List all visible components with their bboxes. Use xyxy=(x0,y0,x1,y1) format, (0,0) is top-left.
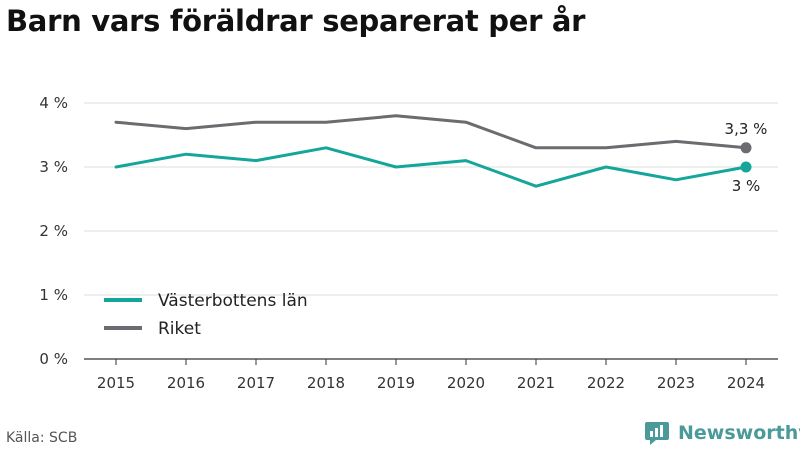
legend-label: Västerbottens län xyxy=(158,291,308,311)
series-line-riket xyxy=(114,114,748,150)
source-label: Källa: SCB xyxy=(6,430,78,446)
end-point-riket xyxy=(740,142,752,154)
y-tick-label: 2 % xyxy=(39,222,68,240)
series-lines: 3,3 % 3 % xyxy=(114,114,768,195)
x-axis-ticks: 2015 2016 2017 2018 2019 2020 2021 2022 2023 2024 xyxy=(97,359,765,392)
y-axis-ticks: 0 % 1 % 2 % 3 % 4 % xyxy=(39,94,68,368)
x-tick-label: 2020 xyxy=(447,374,485,392)
y-tick-label: 4 % xyxy=(39,94,68,112)
y-tick-label: 1 % xyxy=(39,286,68,304)
legend: Västerbottens län Riket xyxy=(104,291,308,339)
x-tick-label: 2017 xyxy=(237,374,275,392)
end-label-riket: 3,3 % xyxy=(725,120,768,138)
chart-title: Barn vars föräldrar separerat per år xyxy=(6,4,586,38)
x-tick-label: 2022 xyxy=(587,374,625,392)
gridlines xyxy=(84,102,778,360)
x-tick-label: 2019 xyxy=(377,374,415,392)
y-tick-label: 0 % xyxy=(39,350,68,368)
x-tick-label: 2023 xyxy=(657,374,695,392)
end-point-vasterbotten xyxy=(740,161,752,173)
x-tick-label: 2015 xyxy=(97,374,135,392)
x-tick-label: 2018 xyxy=(307,374,345,392)
x-tick-label: 2021 xyxy=(517,374,555,392)
legend-label: Riket xyxy=(158,319,201,339)
x-tick-label: 2024 xyxy=(727,374,765,392)
series-line-vasterbotten xyxy=(114,146,748,188)
newsworthy-logo-icon xyxy=(645,422,669,445)
brand-name: Newsworthy xyxy=(678,422,800,444)
x-tick-label: 2016 xyxy=(167,374,205,392)
brand-logo[interactable]: Newsworthy xyxy=(644,420,800,446)
end-label-vasterbotten: 3 % xyxy=(732,177,761,195)
y-tick-label: 3 % xyxy=(39,158,68,176)
